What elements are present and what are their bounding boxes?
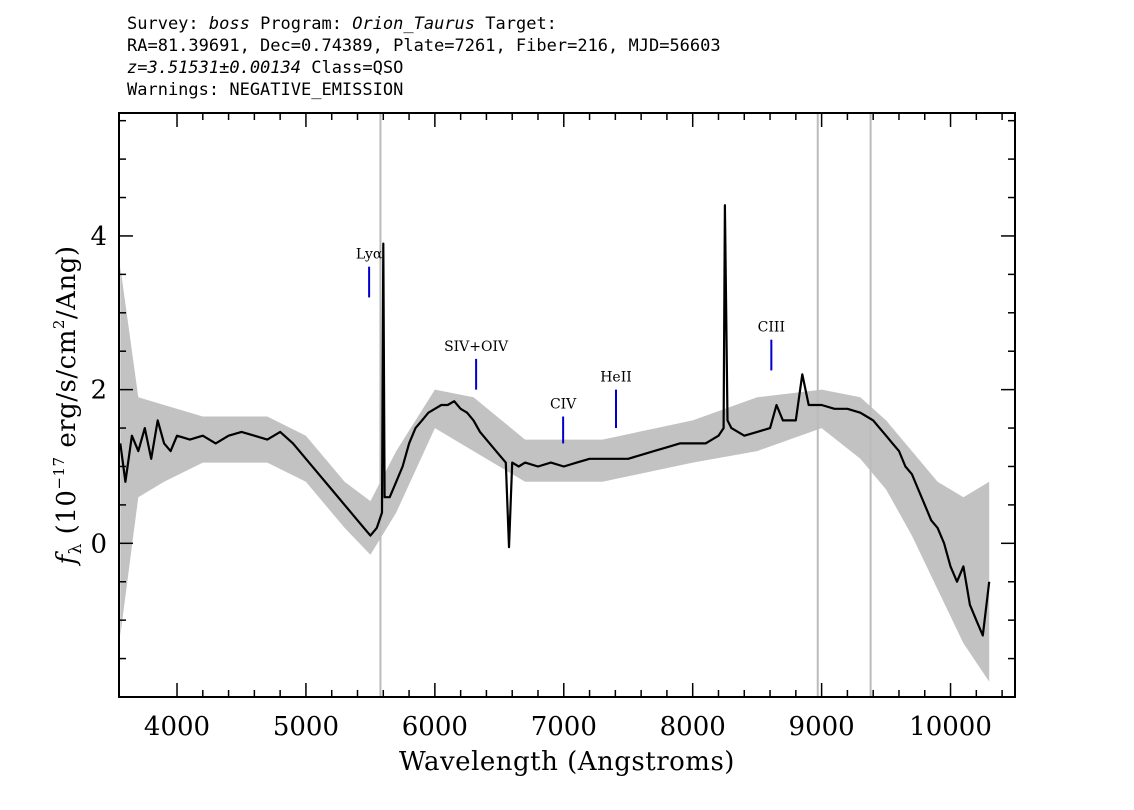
x-tick-label: 5000 bbox=[273, 712, 339, 742]
x-tick-label: 7000 bbox=[531, 712, 597, 742]
x-axis-title: Wavelength (Angstroms) bbox=[399, 747, 735, 777]
header-line-coordinates: RA=81.39691, Dec=0.74389, Plate=7261, Fi… bbox=[127, 36, 721, 56]
y-tick-label: 4 bbox=[90, 222, 107, 252]
emission-label-ly-: Lyα bbox=[356, 247, 383, 263]
survey-label: Survey: bbox=[127, 14, 209, 34]
y-axis-close: /Ang) bbox=[52, 246, 82, 320]
header-line-redshift: z=3.51531±0.00134 Class=QSO bbox=[127, 57, 721, 79]
target-label: Target: bbox=[475, 14, 557, 34]
y-axis-f: f bbox=[52, 551, 82, 567]
y-axis-open: (10 bbox=[52, 490, 82, 544]
error-band bbox=[120, 266, 990, 682]
redshift-value: z=3.51531±0.00134 bbox=[127, 58, 301, 78]
emission-label-heii: HeII bbox=[600, 370, 632, 386]
y-axis-sub: λ bbox=[66, 543, 86, 554]
y-tick-label: 2 bbox=[90, 376, 107, 406]
program-value: Orion_Taurus bbox=[352, 14, 476, 34]
spectrum-header: Survey: boss Program: Orion_Taurus Targe… bbox=[127, 13, 721, 101]
flux-line bbox=[119, 204, 991, 637]
x-tick-label: 10000 bbox=[909, 712, 992, 742]
x-tick-label: 4000 bbox=[144, 712, 210, 742]
error-envelope bbox=[120, 266, 990, 682]
axis-ticks: 4000 5000 6000 7000 8000 9000 10000 0 2 4 bbox=[90, 113, 1015, 742]
y-axis-exp1: −17 bbox=[50, 456, 68, 489]
emission-label-civ: CIV bbox=[550, 397, 577, 413]
y-tick-label: 0 bbox=[90, 529, 107, 559]
emission-label-siv-oiv: SIV+OIV bbox=[444, 339, 509, 355]
y-axis-exp2: 2 bbox=[50, 319, 68, 329]
y-axis-mid: erg/s/cm bbox=[52, 329, 82, 456]
survey-value: boss bbox=[208, 14, 250, 34]
emission-line-markers: Lyα SIV+OIV CIV HeII CIII bbox=[356, 247, 785, 444]
header-line-survey: Survey: boss Program: Orion_Taurus Targe… bbox=[127, 13, 721, 35]
class-value: Class=QSO bbox=[301, 58, 404, 78]
header-line-warnings: Warnings: NEGATIVE_EMISSION bbox=[127, 80, 404, 100]
x-tick-label: 8000 bbox=[660, 712, 726, 742]
program-label: Program: bbox=[249, 14, 353, 34]
x-tick-label: 6000 bbox=[402, 712, 468, 742]
emission-label-ciii: CIII bbox=[758, 320, 785, 336]
flux-series bbox=[119, 204, 991, 637]
x-tick-label: 9000 bbox=[789, 712, 855, 742]
plot-frame bbox=[118, 112, 1016, 698]
y-axis-title: fλ (10−17 erg/s/cm2/Ang) bbox=[50, 246, 86, 567]
